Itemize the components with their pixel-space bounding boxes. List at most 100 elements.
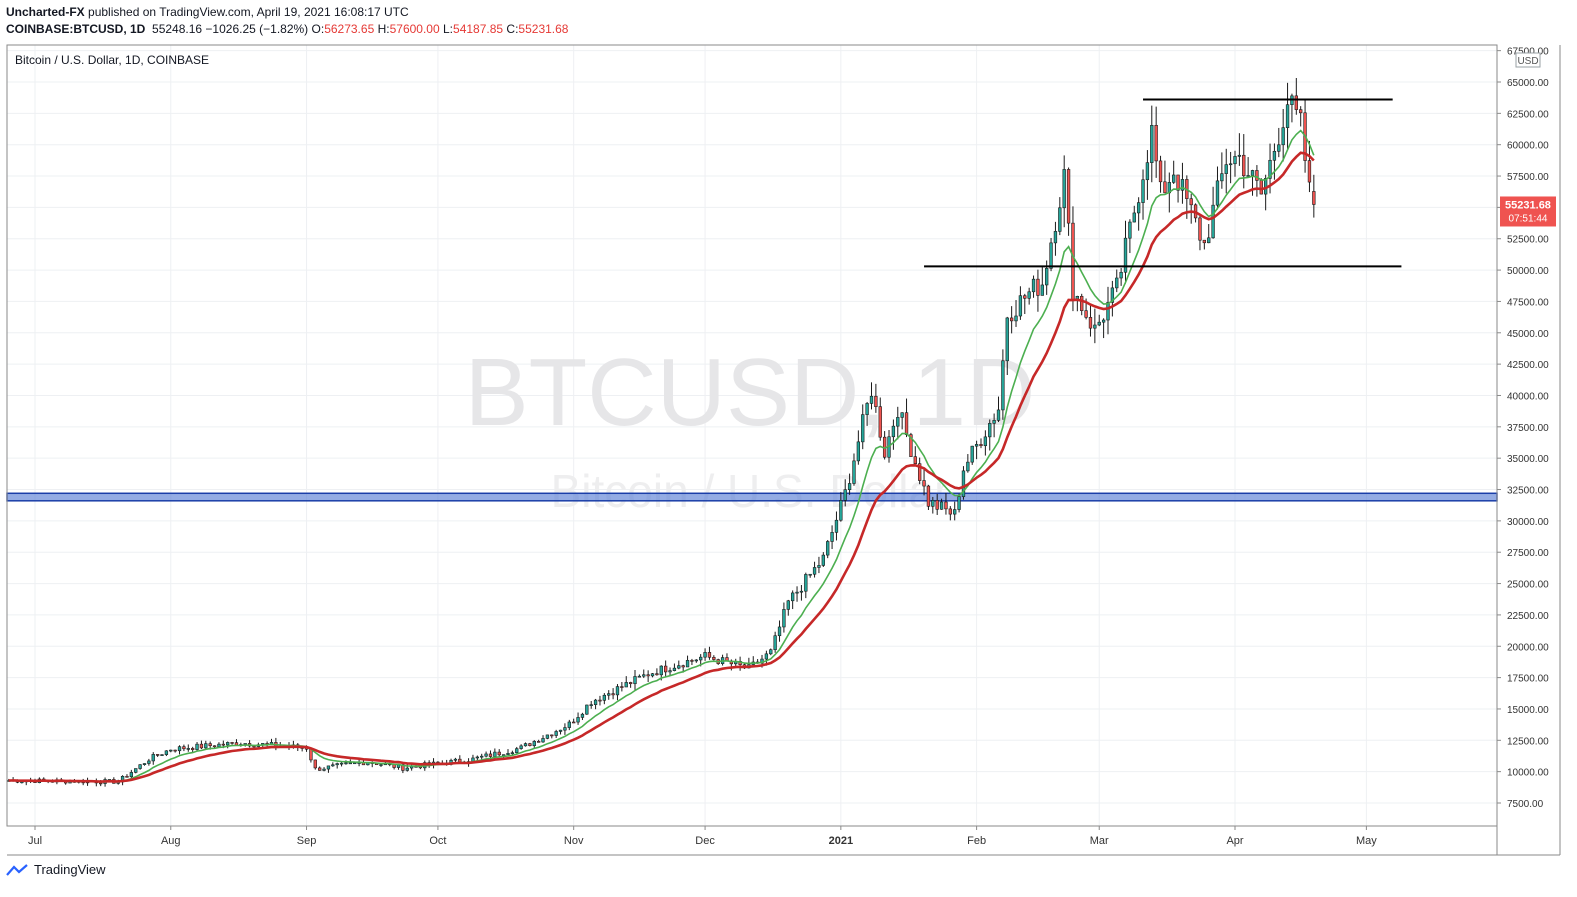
candle-body (1242, 154, 1246, 177)
candle-body (379, 764, 383, 766)
candle-body (953, 509, 957, 515)
candle-body (1285, 104, 1290, 128)
candle-body (611, 693, 615, 696)
candle-body (475, 756, 479, 759)
candle-body (160, 754, 164, 756)
time-axis: Jul Aug Sep Oct Nov Dec 2021 Feb Mar Apr May (6, 44, 1561, 856)
candle-body (1110, 287, 1115, 303)
price-tick-label: 27500.00 (1507, 548, 1549, 559)
candle-body (1049, 242, 1053, 269)
candle-body (874, 395, 878, 407)
candle-body (904, 412, 909, 435)
candle-body (221, 743, 225, 746)
candle-body (1198, 217, 1202, 241)
candle-body (1145, 162, 1150, 181)
candle-body (164, 750, 169, 755)
candle-body (637, 675, 642, 678)
candle-body (1202, 239, 1207, 244)
watermark-symbol: BTCUSD, 1D (465, 339, 1036, 446)
publisher-name[interactable]: Uncharted-FX (6, 5, 85, 19)
candle-body (1268, 159, 1272, 179)
candle-body (913, 456, 917, 464)
candle-body (826, 541, 830, 556)
candle-body (501, 754, 506, 756)
candle-body (690, 660, 694, 662)
ema-fast-line (8, 129, 1315, 783)
candle-body (1005, 317, 1009, 362)
candle-body (147, 760, 151, 764)
candle-body (550, 734, 554, 737)
candle-body (812, 567, 817, 575)
price-tick-label: 45000.00 (1507, 329, 1549, 340)
close-value: 55231.68 (518, 22, 569, 36)
candle-body (217, 743, 221, 748)
price-tick-label: 25000.00 (1507, 580, 1549, 591)
chart-frame (6, 44, 1498, 827)
currency-badge: USD (1517, 56, 1538, 67)
candle-body (545, 734, 550, 739)
candle-body (348, 762, 352, 765)
time-tick-label: May (1356, 835, 1377, 847)
candle-body (576, 717, 580, 723)
candle-body (1246, 175, 1250, 177)
candle-body (677, 665, 681, 669)
tradingview-logo-icon (6, 863, 28, 876)
candle-body (1018, 295, 1023, 317)
candle-body (1176, 174, 1180, 191)
candle-body (125, 775, 129, 778)
price-tick-label: 22500.00 (1507, 611, 1549, 622)
candle-body (769, 649, 773, 655)
time-tick-label: Oct (429, 835, 446, 847)
candle-body (480, 755, 484, 758)
price-tick-label: 62500.00 (1507, 109, 1549, 120)
candle-body (615, 686, 620, 696)
candle-body (1053, 231, 1058, 244)
candle-body (607, 693, 611, 696)
candle-body (1272, 150, 1277, 161)
candle-body (1045, 268, 1049, 286)
candle-body (173, 749, 177, 752)
candle-body (642, 674, 646, 677)
candle-body (1115, 277, 1119, 289)
candle-body (659, 665, 663, 676)
symbol-ohlc-line: COINBASE:BTCUSD, 1D 55248.16 −1026.25 (−… (6, 22, 568, 36)
candle-body (230, 742, 234, 744)
candle-body (322, 768, 326, 771)
level-lines (924, 98, 1402, 268)
chart-legend: Bitcoin / U.S. Dollar, 1D, COINBASE (15, 53, 209, 67)
candle-body (948, 508, 952, 515)
candle-body (572, 721, 576, 724)
candle-body (699, 656, 703, 661)
candle-body (585, 704, 589, 715)
candle-body (1123, 237, 1128, 273)
candle-body (1233, 156, 1237, 165)
price-tick-label: 10000.00 (1507, 768, 1549, 779)
candle-body (186, 748, 190, 750)
candle-body (935, 500, 939, 510)
price-tick-label: 32500.00 (1507, 486, 1549, 497)
candle-body (773, 635, 777, 651)
candle-body (1088, 317, 1093, 329)
candle-body (519, 745, 523, 749)
candle-body (1132, 212, 1136, 223)
candle-body (1150, 125, 1154, 163)
candle-body (1106, 302, 1110, 321)
support-zone-rect (6, 492, 1498, 502)
price-tick-label: 17500.00 (1507, 674, 1549, 685)
time-tick-label: Feb (967, 835, 986, 847)
candle-body (668, 670, 672, 673)
footer-brand[interactable]: TradingView (6, 862, 106, 877)
price-tick-label: 35000.00 (1507, 454, 1549, 465)
time-tick-label: Apr (1226, 835, 1243, 847)
candle-body (488, 753, 493, 757)
currency-badge-box[interactable] (1515, 52, 1541, 68)
candle-body (852, 460, 856, 484)
candle-body (484, 753, 488, 757)
candle-body (624, 682, 628, 688)
candle-body (646, 674, 650, 677)
candle-body (944, 501, 948, 510)
price-tick-label: 20000.00 (1507, 642, 1549, 653)
published-text: published on TradingView.com, April 19, … (88, 5, 409, 19)
candle-body (528, 743, 532, 746)
